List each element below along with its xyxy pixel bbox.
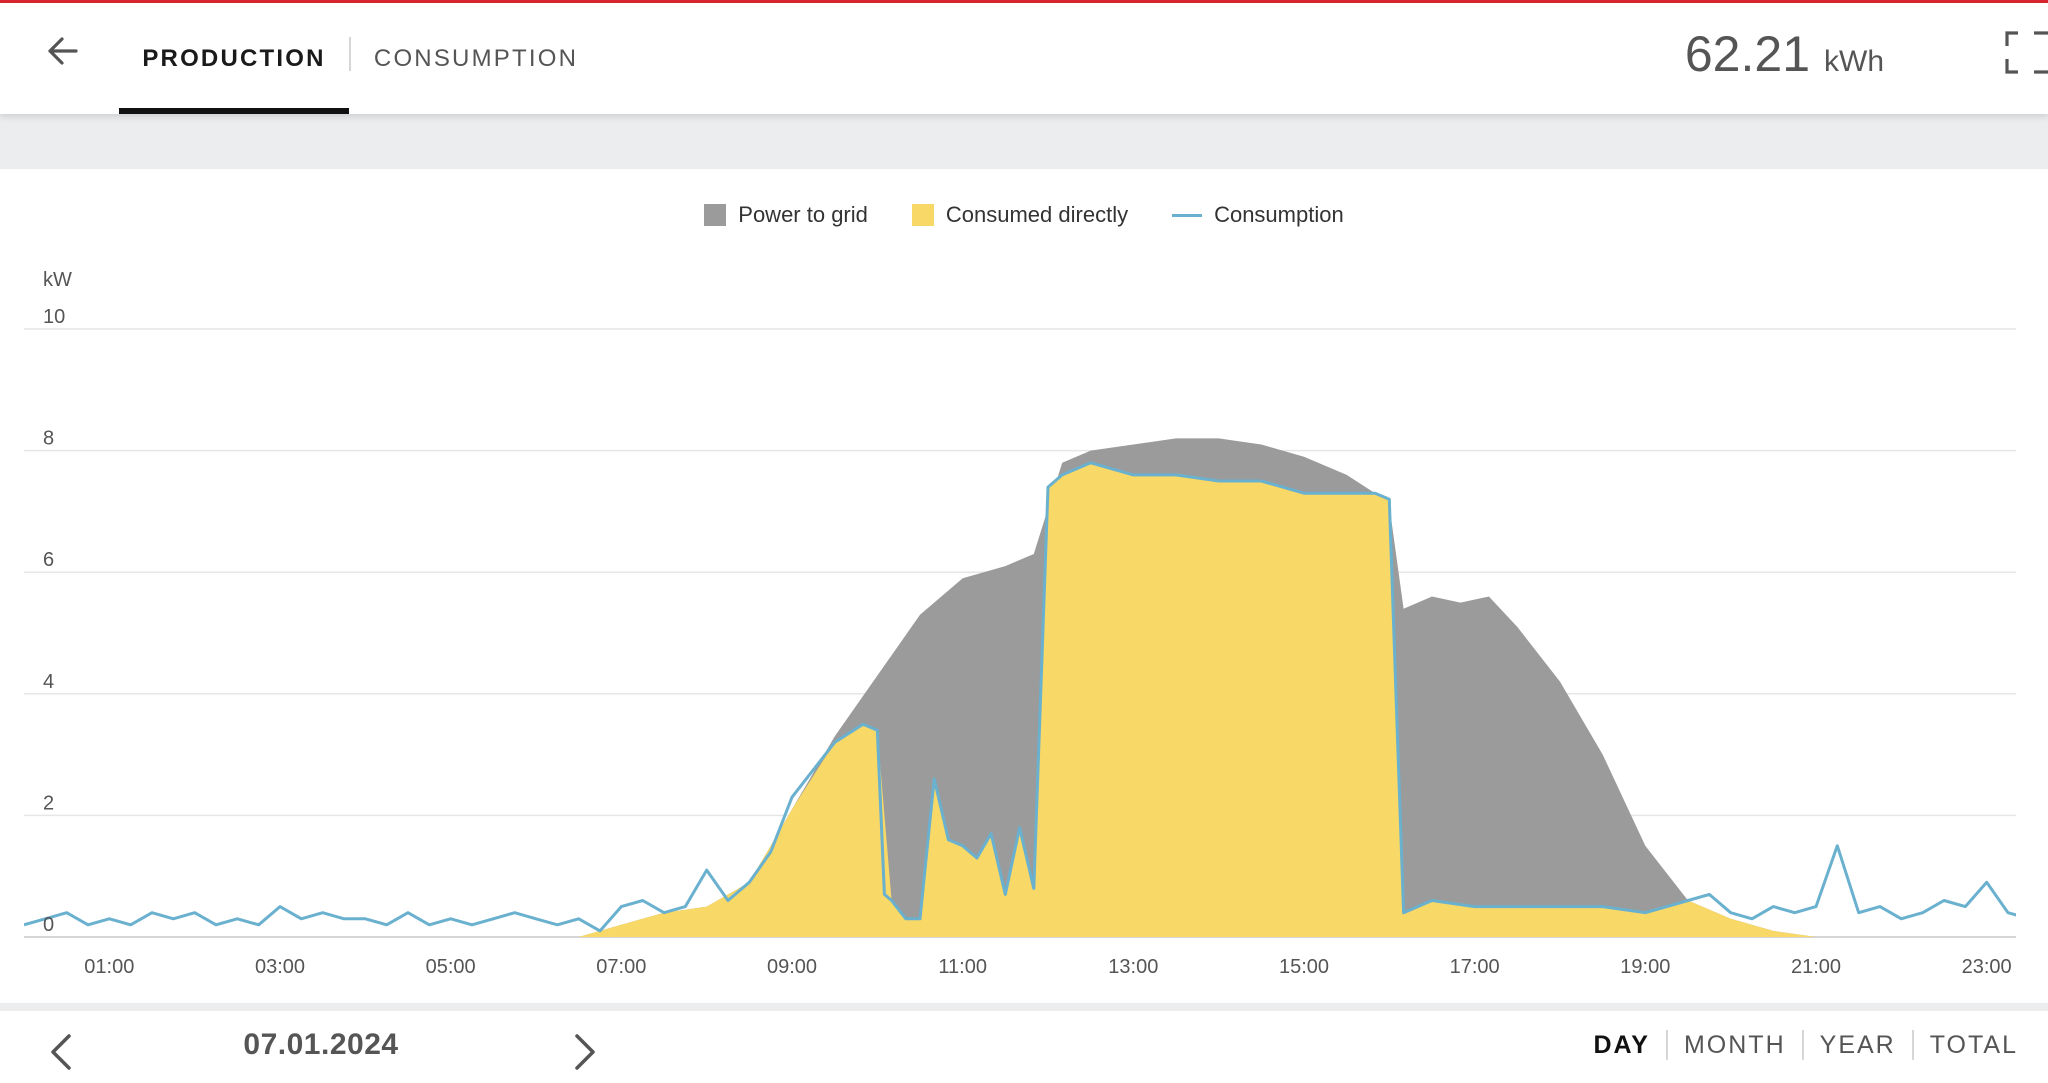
y-axis-unit: kW (43, 269, 72, 291)
tab-consumption[interactable]: CONSUMPTION (373, 44, 579, 72)
arrow-left-icon (48, 37, 78, 65)
period-divider (1911, 1030, 1914, 1060)
chart-legend: Power to grid Consumed directly Consumpt… (0, 198, 2048, 232)
series-area-consumed-directly (578, 462, 1816, 937)
x-tick-label: 13:00 (1108, 956, 1158, 978)
back-button[interactable] (42, 27, 82, 75)
period-selector: DAY MONTH YEAR TOTAL (1577, 1030, 2034, 1060)
fullscreen-button[interactable] (2004, 28, 2048, 76)
top-accent-bar (0, 0, 2048, 3)
previous-day-button[interactable] (40, 1026, 84, 1078)
x-tick-label: 01:00 (84, 956, 134, 978)
tab-production[interactable]: PRODUCTION (142, 44, 326, 72)
period-divider (1801, 1030, 1804, 1060)
series-line-consumption (24, 461, 2016, 933)
y-tick-label: 2 (43, 792, 54, 814)
total-energy-value: 62.21 (1684, 26, 1810, 82)
current-date[interactable]: 07.01.2024 (243, 1028, 399, 1061)
x-tick-label: 19:00 (1620, 956, 1670, 978)
x-tick-label: 11:00 (938, 956, 987, 978)
y-tick-label: 10 (43, 306, 65, 328)
chevron-left-icon (51, 1034, 71, 1070)
x-tick-label: 03:00 (255, 956, 305, 978)
legend-swatch-gray (704, 204, 727, 226)
period-tab-total[interactable]: TOTAL (1929, 1030, 2018, 1059)
period-tab-day[interactable]: DAY (1593, 1030, 1650, 1059)
period-tab-month[interactable]: MONTH (1683, 1030, 1786, 1059)
chevron-right-icon (575, 1034, 595, 1070)
period-divider (1665, 1030, 1668, 1060)
y-tick-label: 8 (43, 428, 54, 450)
period-tab-year[interactable]: YEAR (1819, 1030, 1896, 1059)
x-tick-label: 21:00 (1791, 956, 1841, 978)
footer-bar (0, 1011, 2048, 1083)
y-tick-label: 4 (43, 671, 54, 693)
next-day-button[interactable] (562, 1026, 606, 1078)
footer-divider (0, 1003, 2048, 1011)
x-tick-label: 23:00 (1962, 956, 2012, 978)
legend-item-power-to-grid[interactable]: Power to grid (704, 202, 868, 228)
total-energy-unit: kWh (1824, 45, 1884, 78)
header-gap (0, 114, 2048, 169)
fullscreen-icon (2005, 31, 2048, 74)
x-tick-label: 09:00 (767, 956, 817, 978)
tab-divider (349, 37, 351, 71)
legend-item-consumed-directly[interactable]: Consumed directly (911, 202, 1129, 228)
x-tick-label: 15:00 (1279, 956, 1329, 978)
active-tab-indicator (119, 108, 349, 114)
legend-item-consumption[interactable]: Consumption (1172, 202, 1344, 228)
total-energy: 62.21 kWh (1685, 25, 1884, 83)
y-tick-label: 6 (43, 549, 54, 571)
legend-label: Consumed directly (945, 202, 1129, 227)
x-tick-label: 17:00 (1450, 956, 1500, 978)
y-tick-label: 0 (43, 914, 54, 936)
legend-label: Consumption (1214, 202, 1344, 227)
legend-swatch-yellow (911, 204, 934, 226)
energy-chart: kW 0 2 4 6 8 10 01:00 03:00 05:00 07:00 09:00 11:00 1… (24, 269, 2016, 978)
legend-label: Power to grid (738, 202, 868, 227)
x-tick-label: 05:00 (426, 956, 476, 978)
header-bar: PRODUCTION CONSUMPTION 62.21 kWh (0, 3, 2048, 114)
legend-line-blue (1172, 213, 1203, 217)
x-tick-label: 07:00 (596, 956, 646, 978)
